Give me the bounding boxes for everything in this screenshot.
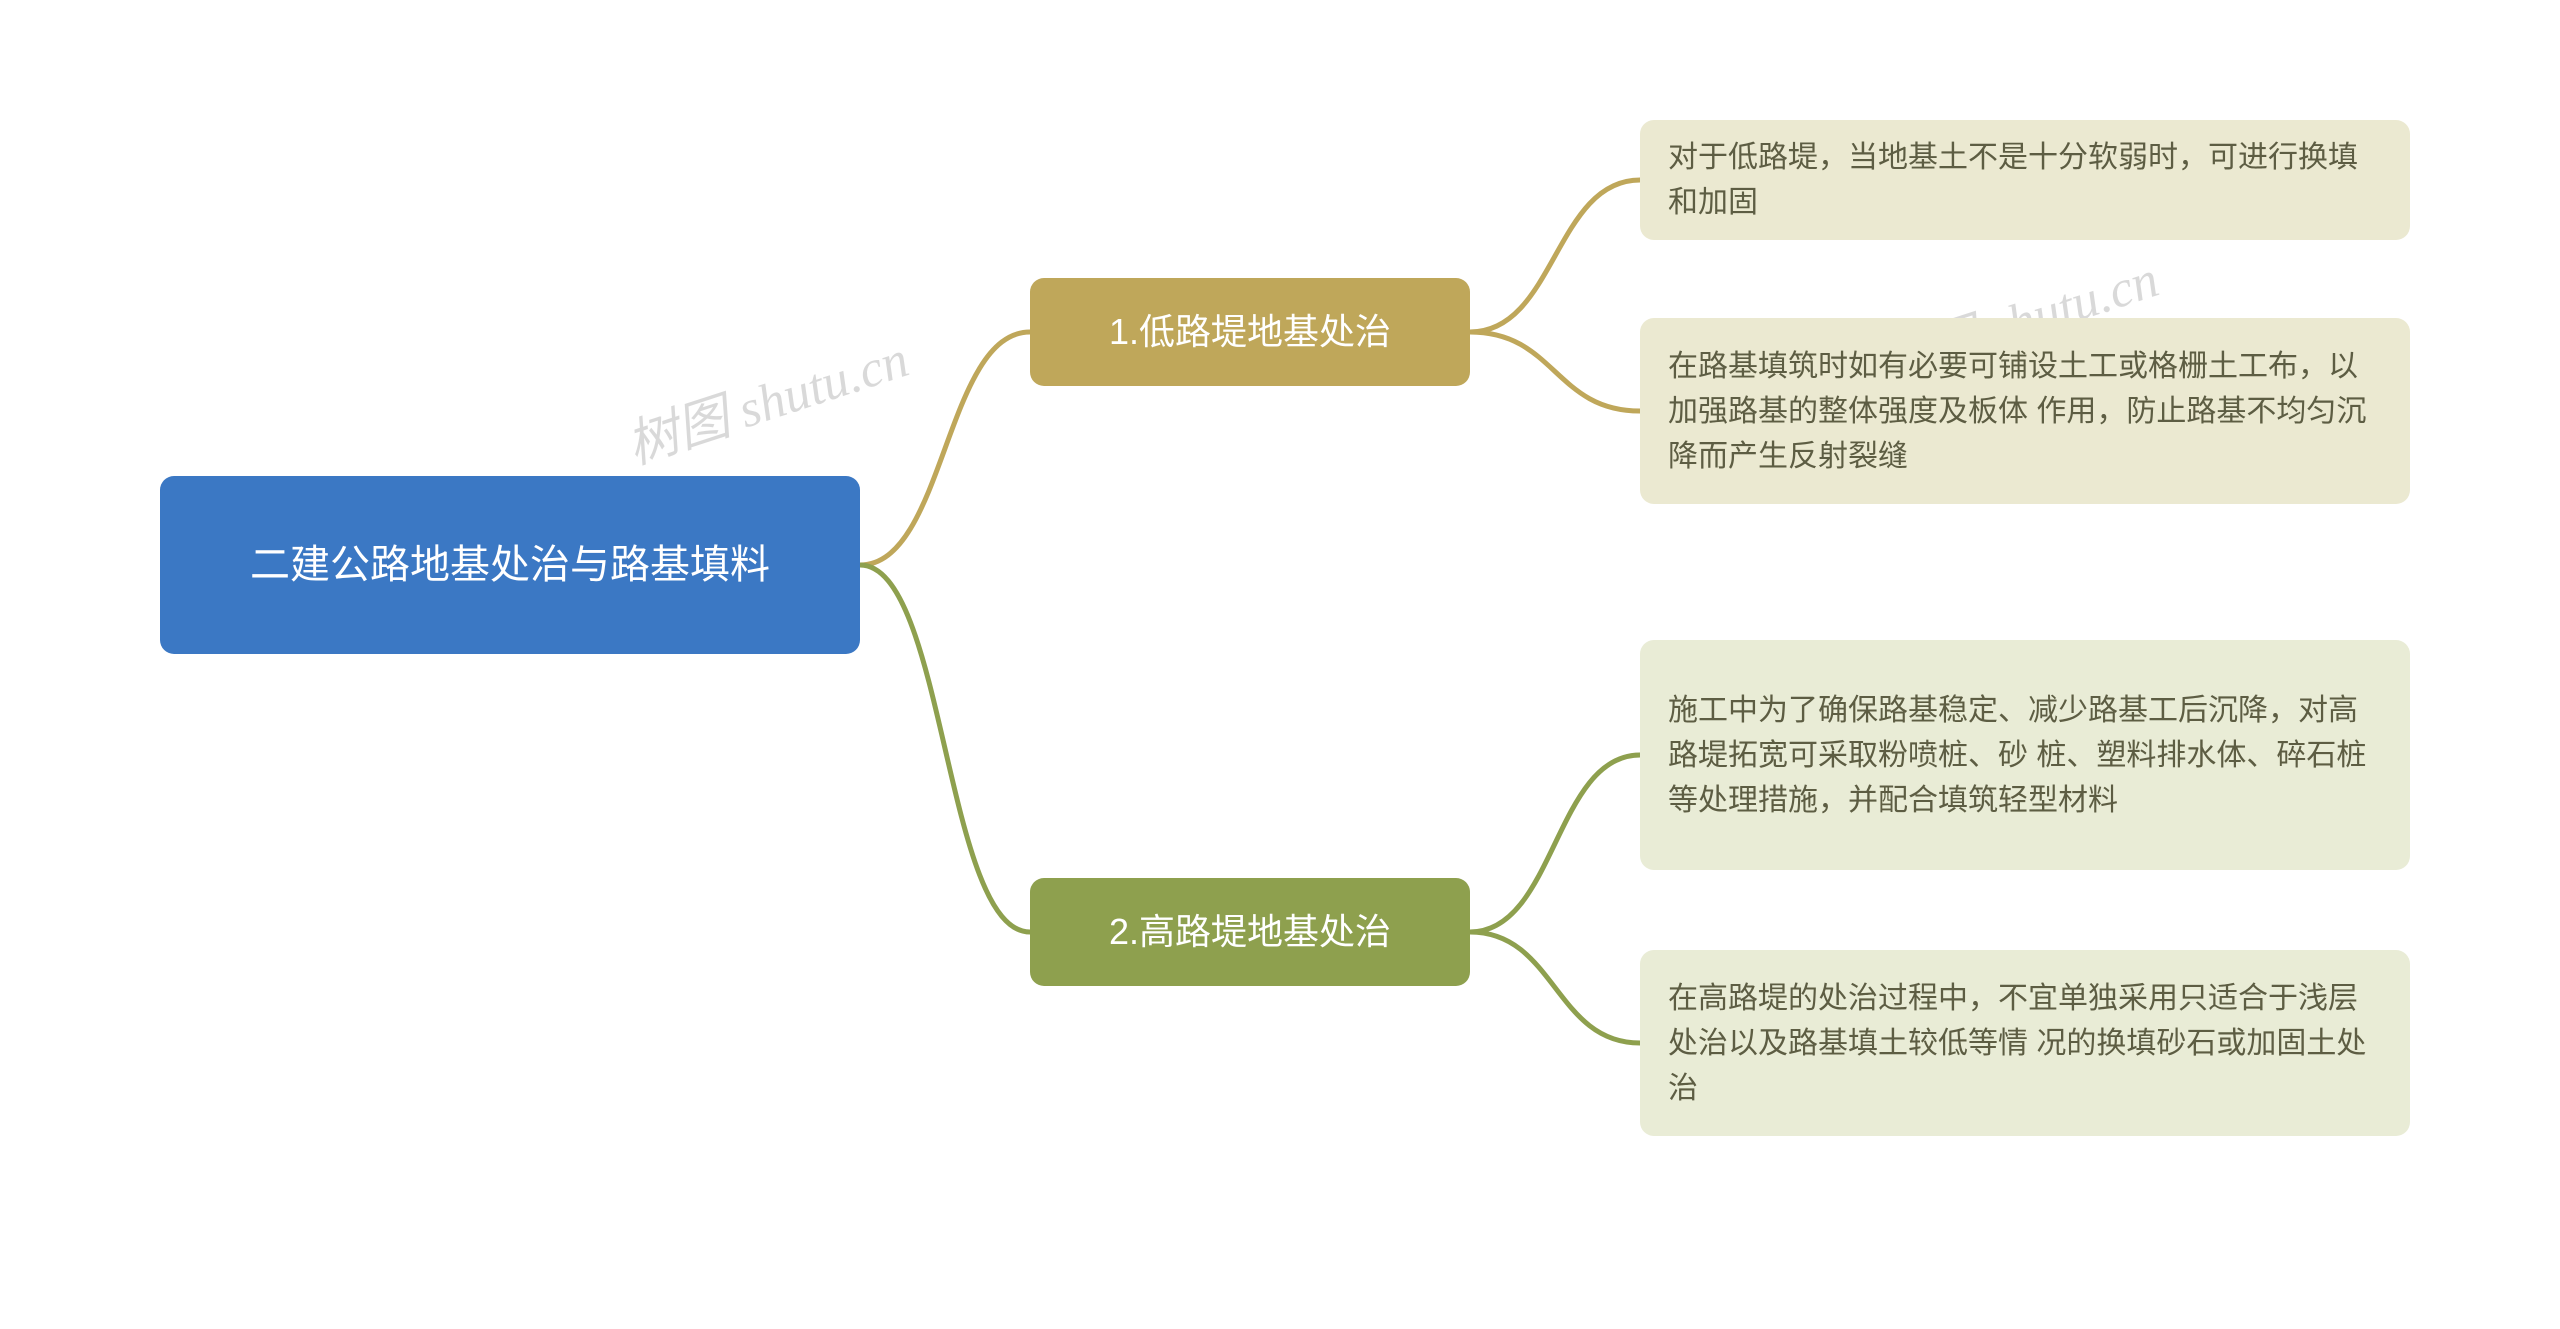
mindmap-canvas: 树图 shutu.cn 树图 shutu.cn 二建公路地基处治与路基填料 1.… — [0, 0, 2560, 1329]
leaf-2-2[interactable]: 在高路堤的处治过程中，不宜单独采用只适合于浅层处治以及路基填土较低等情 况的换填… — [1640, 950, 2410, 1136]
branch-2[interactable]: 2.高路堤地基处治 — [1030, 878, 1470, 986]
branch-1[interactable]: 1.低路堤地基处治 — [1030, 278, 1470, 386]
leaf-1-1[interactable]: 对于低路堤，当地基土不是十分软弱时，可进行换填和加固 — [1640, 120, 2410, 240]
watermark-left: 树图 shutu.cn — [616, 317, 917, 478]
root-node[interactable]: 二建公路地基处治与路基填料 — [160, 476, 860, 654]
leaf-1-2[interactable]: 在路基填筑时如有必要可铺设土工或格栅土工布，以加强路基的整体强度及板体 作用，防… — [1640, 318, 2410, 504]
leaf-2-1[interactable]: 施工中为了确保路基稳定、减少路基工后沉降，对高路堤拓宽可采取粉喷桩、砂 桩、塑料… — [1640, 640, 2410, 870]
